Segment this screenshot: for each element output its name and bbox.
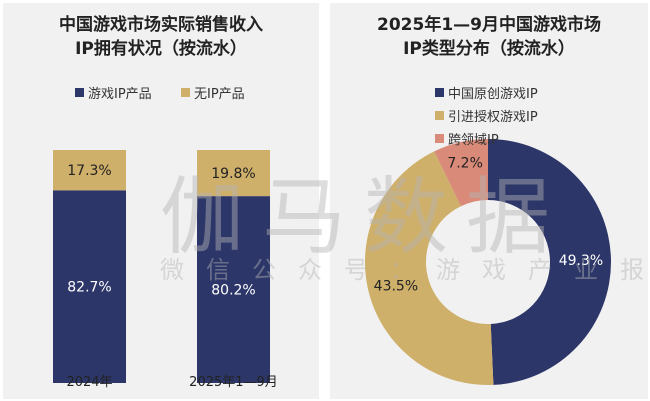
donut-slice <box>365 151 494 385</box>
bar-segment <box>197 150 270 197</box>
legend-label: 无IP产品 <box>194 87 245 102</box>
legend-item-licensed: 引进授权游戏IP <box>435 106 538 125</box>
slice-value-label: 49.3% <box>559 253 603 269</box>
legend-item-original: 中国原创游戏IP <box>435 83 538 102</box>
bar-segment <box>53 150 126 191</box>
legend-item-crossover: 跨领域IP <box>435 129 499 148</box>
left-chart-panel: 82.7% 17.3% 2024年 80.2% 19.8% 2025年1—9月 中国游戏市… <box>3 3 319 399</box>
bar-segment <box>197 196 270 383</box>
category-label: 2025年1—9月 <box>189 375 278 390</box>
legend-swatch <box>435 111 444 120</box>
title-line: 2025年1—9月中国游戏市场 <box>377 15 601 35</box>
slice-value-label: 7.2% <box>447 156 483 172</box>
category-label: 2024年 <box>66 375 112 390</box>
legend-swatch <box>435 134 444 143</box>
bar-chart: 82.7% 17.3% 2024年 80.2% 19.8% 2025年1—9月 <box>53 150 278 390</box>
legend-label: 游戏IP产品 <box>88 87 152 102</box>
legend-item-no-ip: 无IP产品 <box>181 83 245 102</box>
donut-slice <box>434 139 488 207</box>
legend-label: 跨领域IP <box>448 133 499 148</box>
legend-swatch <box>75 88 84 97</box>
bar-segment <box>53 190 126 383</box>
title-line: 中国游戏市场实际销售收入 <box>59 15 263 35</box>
bar-value-label: 80.2% <box>211 283 255 299</box>
donut-chart: 49.3% 43.5% 7.2% <box>365 139 611 385</box>
slice-value-label: 43.5% <box>374 278 418 294</box>
right-chart-panel: 49.3% 43.5% 7.2% 2025年1—9月中国游戏市场 IP类型分布（按流… <box>330 3 648 399</box>
title-line: IP类型分布（按流水） <box>403 39 575 59</box>
legend-label: 引进授权游戏IP <box>448 110 538 125</box>
legend-label: 中国原创游戏IP <box>448 87 538 102</box>
bar-value-label: 17.3% <box>67 163 111 179</box>
title-line: IP拥有状况（按流水） <box>75 39 247 59</box>
left-chart-title: 中国游戏市场实际销售收入 IP拥有状况（按流水） <box>3 13 319 61</box>
legend-swatch <box>181 88 190 97</box>
bar-value-label: 82.7% <box>67 280 111 296</box>
bar-value-label: 19.8% <box>211 166 255 182</box>
legend-swatch <box>435 88 444 97</box>
donut-slice <box>488 139 611 385</box>
right-chart-title: 2025年1—9月中国游戏市场 IP类型分布（按流水） <box>330 13 648 61</box>
legend-item-ip-products: 游戏IP产品 <box>75 83 152 102</box>
